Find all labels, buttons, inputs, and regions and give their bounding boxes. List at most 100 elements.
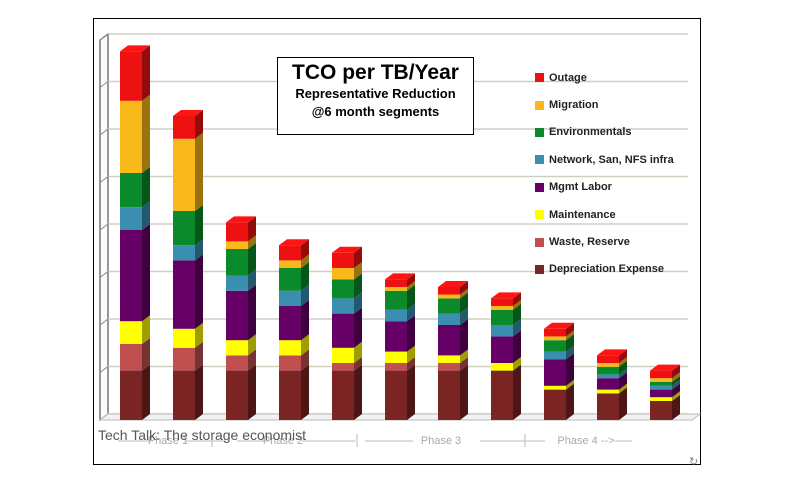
legend-label: Maintenance xyxy=(549,208,616,221)
bar-9-depreciation-expense xyxy=(544,389,566,420)
bar-3-waste-reserve-side xyxy=(248,349,256,371)
watermark-text: Tech Talk: The storage economist xyxy=(98,427,307,443)
bar-1-waste-reserve xyxy=(120,344,142,371)
bar-3-depreciation-expense-side xyxy=(248,364,256,420)
phase-label: Phase 4 --> xyxy=(557,435,614,447)
phase-label: Phase 3 xyxy=(421,435,461,447)
bar-3-migration-side xyxy=(248,235,256,249)
bar-7-maintenance xyxy=(438,355,460,363)
bar-6-migration-side xyxy=(407,281,415,291)
bar-6-depreciation-expense xyxy=(385,370,407,420)
bar-6-outage-side xyxy=(407,273,415,287)
bar-5-maintenance-side xyxy=(354,341,362,363)
gridline-side xyxy=(99,128,109,136)
bar-4-network-san-nfs-infra xyxy=(279,290,301,306)
bar-11-mgmt-labor-side xyxy=(672,383,680,398)
gridline-side xyxy=(99,81,109,88)
bar-3-environmentals-side xyxy=(248,243,256,276)
bar-9-mgmt-labor-side xyxy=(566,353,574,386)
bar-3-waste-reserve xyxy=(226,355,248,371)
legend-label: Environmentals xyxy=(549,126,632,139)
bar-5-mgmt-labor xyxy=(332,313,354,348)
bar-6-waste-reserve-side xyxy=(407,357,415,371)
bar-6-mgmt-labor xyxy=(385,321,407,352)
legend-label: Migration xyxy=(549,99,599,112)
bar-7-network-san-nfs-infra xyxy=(438,313,460,325)
legend-label: Mgmt Labor xyxy=(549,181,612,194)
bar-4-network-san-nfs-infra-side xyxy=(301,284,309,306)
bar-7-depreciation-expense-side xyxy=(460,364,468,420)
bar-8-depreciation-expense-side xyxy=(513,364,521,420)
bar-11-depreciation-expense-side xyxy=(672,395,680,420)
legend-swatch xyxy=(535,210,544,220)
bar-10-environmentals-side xyxy=(619,360,627,375)
bar-5-maintenance xyxy=(332,347,354,363)
bar-2-waste-reserve-side xyxy=(195,341,203,371)
bar-11-migration xyxy=(650,378,672,382)
bar-2-environmentals xyxy=(173,211,195,246)
bar-6-waste-reserve xyxy=(385,363,407,371)
bar-1-waste-reserve-side xyxy=(142,338,150,371)
bar-9-top xyxy=(544,322,574,329)
bar-8-environmentals xyxy=(491,309,513,325)
bar-6-mgmt-labor-side xyxy=(407,315,415,352)
legend-item: Waste, Reserve xyxy=(535,228,674,255)
bar-8-network-san-nfs-infra-side xyxy=(513,319,521,337)
bar-3-depreciation-expense xyxy=(226,370,248,420)
phase-label: Phase 1 xyxy=(148,435,188,447)
bar-7-outage xyxy=(438,287,460,295)
bar-7-environmentals-side xyxy=(460,292,468,314)
bar-1-outage-side xyxy=(142,45,150,101)
bar-10-maintenance xyxy=(597,389,619,394)
bar-3-network-san-nfs-infra xyxy=(226,275,248,291)
legend-item: Network, San, NFS infra xyxy=(535,146,674,173)
bar-9-depreciation-expense-side xyxy=(566,383,574,420)
bar-11-outage xyxy=(650,370,672,379)
legend-item: Outage xyxy=(535,64,674,91)
bar-10-outage xyxy=(597,355,619,363)
bar-4-environmentals-side xyxy=(301,262,309,291)
bar-8-mgmt-labor-side xyxy=(513,330,521,363)
bar-10-outage-side xyxy=(619,349,627,363)
bar-4-environmentals xyxy=(279,268,301,291)
bar-11-top xyxy=(650,364,680,371)
bar-6-network-san-nfs-infra xyxy=(385,309,407,322)
legend-item: Depreciation Expense xyxy=(535,256,674,283)
bar-3-network-san-nfs-infra-side xyxy=(248,269,256,291)
legend-swatch xyxy=(535,100,544,110)
chart-title: TCO per TB/Year xyxy=(292,61,459,84)
bar-7-top xyxy=(438,281,468,287)
bar-4-top xyxy=(279,239,309,246)
bar-11-mgmt-labor xyxy=(650,389,672,398)
bar-3-environmentals xyxy=(226,249,248,276)
bar-5-outage-side xyxy=(354,246,362,268)
bar-6-environmentals-side xyxy=(407,284,415,310)
bar-5-network-san-nfs-infra xyxy=(332,298,354,314)
bar-6-maintenance xyxy=(385,351,407,363)
bar-5-top xyxy=(332,246,362,253)
chart-legend: Outage Migration Environmentals Network, Sa… xyxy=(535,64,674,283)
bar-4-depreciation-expense-side xyxy=(301,364,309,420)
legend-swatch xyxy=(535,237,544,247)
bar-2-mgmt-labor-side xyxy=(195,254,203,329)
bar-11-migration-side xyxy=(672,372,680,382)
bar-5-waste-reserve-side xyxy=(354,357,362,371)
bar-1-environmentals xyxy=(120,173,142,208)
bar-1-maintenance xyxy=(120,321,142,344)
bar-9-migration xyxy=(544,336,566,341)
legend-label: Outage xyxy=(549,71,587,84)
bar-10-depreciation-expense-side xyxy=(619,387,627,420)
bar-8-network-san-nfs-infra xyxy=(491,325,513,337)
bar-10-top xyxy=(597,349,627,356)
chart-title-box: TCO per TB/Year Representative Reduction… xyxy=(277,57,474,135)
bar-2-maintenance-side xyxy=(195,322,203,348)
bar-5-mgmt-labor-side xyxy=(354,307,362,348)
bar-11-maintenance-side xyxy=(672,391,680,401)
bar-2-migration-side xyxy=(195,132,203,211)
bar-4-migration xyxy=(279,260,301,268)
bar-8-top xyxy=(491,292,521,299)
bar-2-depreciation-expense xyxy=(173,370,195,420)
legend-label: Network, San, NFS infra xyxy=(549,153,674,166)
resize-icon: ↻ xyxy=(689,456,699,468)
